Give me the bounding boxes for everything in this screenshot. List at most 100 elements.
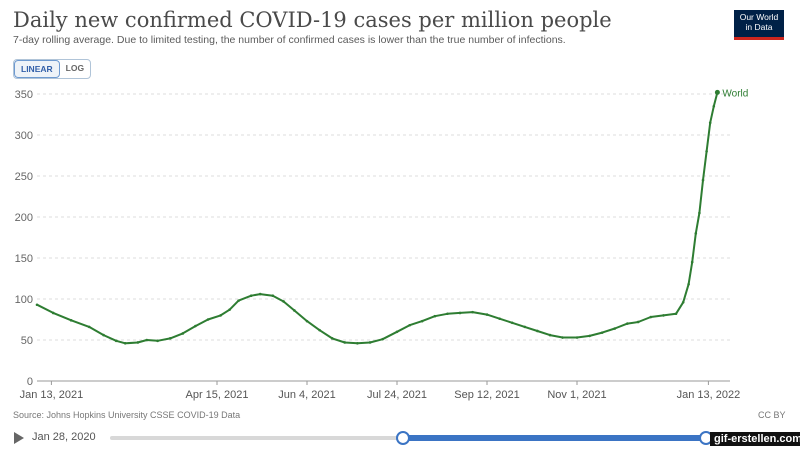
x-tick-label: Jan 13, 2021 [20, 389, 84, 401]
log-scale-button[interactable]: LOG [65, 63, 85, 73]
license-link[interactable]: CC BY [758, 410, 786, 420]
data-point [561, 336, 564, 339]
source-note[interactable]: Source: Johns Hopkins University CSSE CO… [13, 410, 241, 420]
data-point [206, 318, 210, 321]
data-point [87, 325, 91, 329]
x-tick-label: Apr 15, 2021 [186, 389, 249, 401]
data-point [228, 308, 231, 311]
chart-subtitle: 7-day rolling average. Due to limited te… [13, 34, 566, 46]
chart-title: Daily new confirmed COVID-19 cases per m… [13, 8, 612, 32]
data-point [649, 315, 653, 319]
data-point [356, 341, 359, 345]
timeline-start-handle[interactable] [396, 431, 410, 445]
data-point [35, 303, 39, 307]
logo-line-2: in Data [745, 22, 773, 32]
data-point [458, 311, 462, 315]
data-point [181, 332, 185, 335]
x-tick-label: Jul 24, 2021 [367, 389, 427, 401]
data-point [523, 325, 527, 329]
y-tick-label: 350 [15, 89, 33, 101]
linear-scale-button[interactable]: LINEAR [14, 60, 60, 78]
watermark: gif-erstellen.com [710, 432, 800, 446]
data-point [687, 282, 690, 286]
chart-series: World [35, 88, 748, 345]
data-point [510, 321, 514, 325]
data-point [395, 330, 399, 334]
data-point [330, 337, 334, 340]
y-tick-label: 0 [27, 376, 33, 388]
timeline-start-date: Jan 28, 2020 [32, 431, 96, 443]
data-point [420, 319, 424, 323]
data-point [136, 341, 140, 344]
data-point [156, 339, 159, 343]
data-point [282, 300, 285, 303]
data-point [485, 313, 489, 316]
data-point [471, 310, 474, 314]
data-point [69, 319, 73, 322]
y-tick-label: 150 [15, 253, 33, 265]
data-point [708, 121, 712, 124]
timeline[interactable]: Jan 28, 2020 [0, 426, 800, 450]
y-tick-label: 300 [15, 130, 33, 142]
data-point [613, 327, 617, 330]
series-line-world [36, 92, 719, 345]
data-point [498, 317, 501, 320]
y-axis-ticks: 0 50 100 150 200 250 300 350 [15, 89, 33, 388]
data-point [588, 334, 591, 338]
data-point [408, 323, 411, 327]
data-point [446, 312, 449, 316]
data-point [249, 294, 253, 298]
data-point [694, 232, 698, 235]
data-point [662, 314, 665, 317]
data-point [433, 314, 437, 318]
x-tick-label: Jun 4, 2021 [278, 389, 336, 401]
data-point [548, 333, 552, 337]
data-point [698, 211, 701, 215]
data-point [690, 260, 694, 264]
data-point [123, 341, 127, 345]
data-point [701, 178, 705, 182]
data-point [237, 299, 240, 302]
data-point [271, 294, 275, 298]
line-chart[interactable]: 0 50 100 150 200 250 300 350 Jan 13, 2021 Apr 15… [0, 80, 800, 405]
data-point [318, 328, 321, 332]
data-point [626, 322, 629, 325]
y-tick-label: 50 [21, 335, 33, 347]
data-point [575, 336, 579, 339]
data-point [114, 339, 118, 343]
data-point [712, 105, 716, 108]
data-point [194, 324, 197, 328]
y-tick-label: 100 [15, 294, 33, 306]
data-point [145, 338, 149, 342]
logo-line-1: Our World [739, 12, 779, 22]
series-end-marker [714, 89, 720, 95]
y-tick-label: 250 [15, 171, 33, 183]
x-tick-label: Sep 12, 2021 [454, 389, 519, 401]
data-point [102, 333, 105, 337]
data-point [293, 309, 296, 312]
x-axis-ticks: Jan 13, 2021 Apr 15, 2021 Jun 4, 2021 Jul 2… [20, 381, 741, 401]
scale-toggle[interactable]: LINEAR LOG [13, 59, 92, 79]
data-point [305, 319, 309, 323]
data-point [168, 337, 172, 340]
logo-accent-bar [734, 37, 784, 40]
data-point [681, 300, 685, 304]
x-tick-label: Jan 13, 2022 [677, 389, 741, 401]
data-point [219, 314, 222, 317]
data-point [705, 150, 708, 153]
data-point [536, 329, 539, 333]
play-icon[interactable] [14, 432, 24, 444]
owid-logo[interactable]: Our World in Data [734, 10, 784, 40]
timeline-selected-range [402, 435, 705, 441]
data-point [343, 341, 347, 344]
data-point [368, 341, 372, 344]
data-point [258, 292, 262, 296]
data-point [636, 320, 640, 324]
y-tick-label: 200 [15, 212, 33, 224]
data-point [51, 311, 55, 315]
x-tick-label: Nov 1, 2021 [547, 389, 606, 401]
data-point [674, 312, 678, 316]
data-point [381, 337, 384, 341]
series-label: World [722, 88, 748, 99]
data-point [600, 331, 604, 334]
